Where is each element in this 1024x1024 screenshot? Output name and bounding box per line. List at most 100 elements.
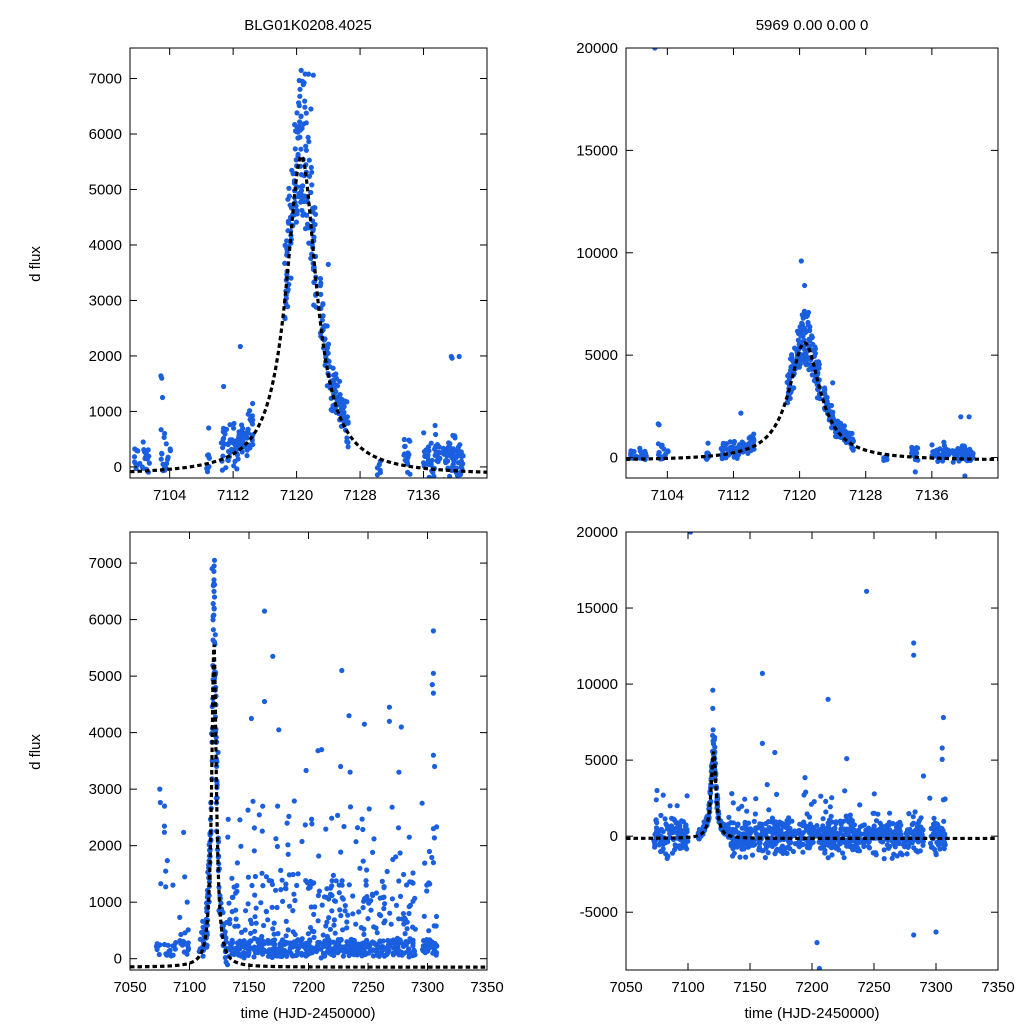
data-point [843,817,850,823]
data-point [316,888,322,894]
data-point [430,690,436,696]
data-point [217,893,223,899]
data-point [751,431,757,437]
data-point [273,836,279,842]
data-point [165,456,171,462]
data-point [283,881,289,887]
data-point [297,93,303,99]
data-point [730,800,736,806]
data-point [773,848,780,854]
data-point [886,845,892,851]
data-point [436,456,442,462]
data-point [939,745,945,751]
data-point [797,361,803,367]
data-point [749,438,755,444]
data-point [238,843,244,849]
data-point [398,724,404,730]
data-point [248,418,254,424]
model-curve [626,751,998,841]
data-point [279,943,285,949]
data-point [656,422,662,428]
data-point [799,312,805,318]
data-point [312,205,318,211]
data-point [373,925,379,931]
data-point [248,930,254,936]
data-point [660,792,666,798]
data-point [840,850,846,856]
data-point [746,831,753,838]
data-point [164,858,170,864]
data-point [309,182,315,188]
data-point [807,338,813,344]
y-tick-label: 2000 [89,838,122,855]
data-point [422,950,428,956]
data-point [803,313,810,320]
data-point [252,928,258,934]
data-point [387,910,393,916]
data-point [835,418,841,424]
data-point [177,914,183,921]
data-point [284,249,290,255]
data-point [405,452,411,459]
data-point [847,812,853,818]
data-point [667,803,673,809]
y-tick-label: 5000 [585,347,618,364]
y-tick-label: 7000 [89,555,122,572]
data-point [871,810,877,816]
data-point [823,798,829,805]
x-tick-label: 7100 [173,979,206,996]
data-point [368,907,374,913]
data-point [397,938,403,944]
data-point [825,855,831,861]
data-point [672,847,678,853]
y-tick-label: 10000 [576,676,618,693]
data-point [182,874,188,880]
data-point [395,825,402,831]
data-point [331,922,337,928]
data-point [146,460,152,466]
data-point [199,929,205,936]
data-point [393,902,400,909]
data-point [743,854,749,860]
data-point [265,917,271,923]
data-point [876,826,882,833]
x-tick-label: 7050 [609,979,642,996]
data-point [791,385,797,391]
data-point [184,951,190,957]
data-point [800,849,806,855]
data-point [141,447,147,453]
data-point [396,878,402,884]
data-point [436,444,442,450]
data-point [411,947,417,953]
data-point [737,443,743,449]
data-point [163,884,169,890]
y-tick-label: 1000 [89,403,122,420]
data-point [426,928,432,934]
data-point [158,427,164,433]
data-point [321,894,328,900]
data-point [833,820,839,827]
data-point [897,832,903,839]
data-point [837,427,844,433]
data-point [338,849,344,855]
data-point [397,850,403,856]
data-point [212,632,218,638]
data-point [379,878,385,885]
data-point [284,820,290,826]
data-point [247,917,254,923]
data-point [741,846,747,852]
model-curve [626,341,998,462]
data-point [805,322,811,328]
y-tick-label: 5000 [89,668,122,685]
data-point [458,458,464,464]
panel-top-right: 0 5000 10000 15000 20000 7104 7112 7120 7128 7136 [576,40,999,504]
data-point [167,448,173,454]
data-point [739,803,745,809]
y-tick-label: 2000 [89,348,122,365]
data-point [344,925,350,931]
data-point [401,452,407,458]
data-point [388,921,394,927]
data-point [746,442,753,448]
data-point [260,883,266,889]
data-point [231,951,237,958]
